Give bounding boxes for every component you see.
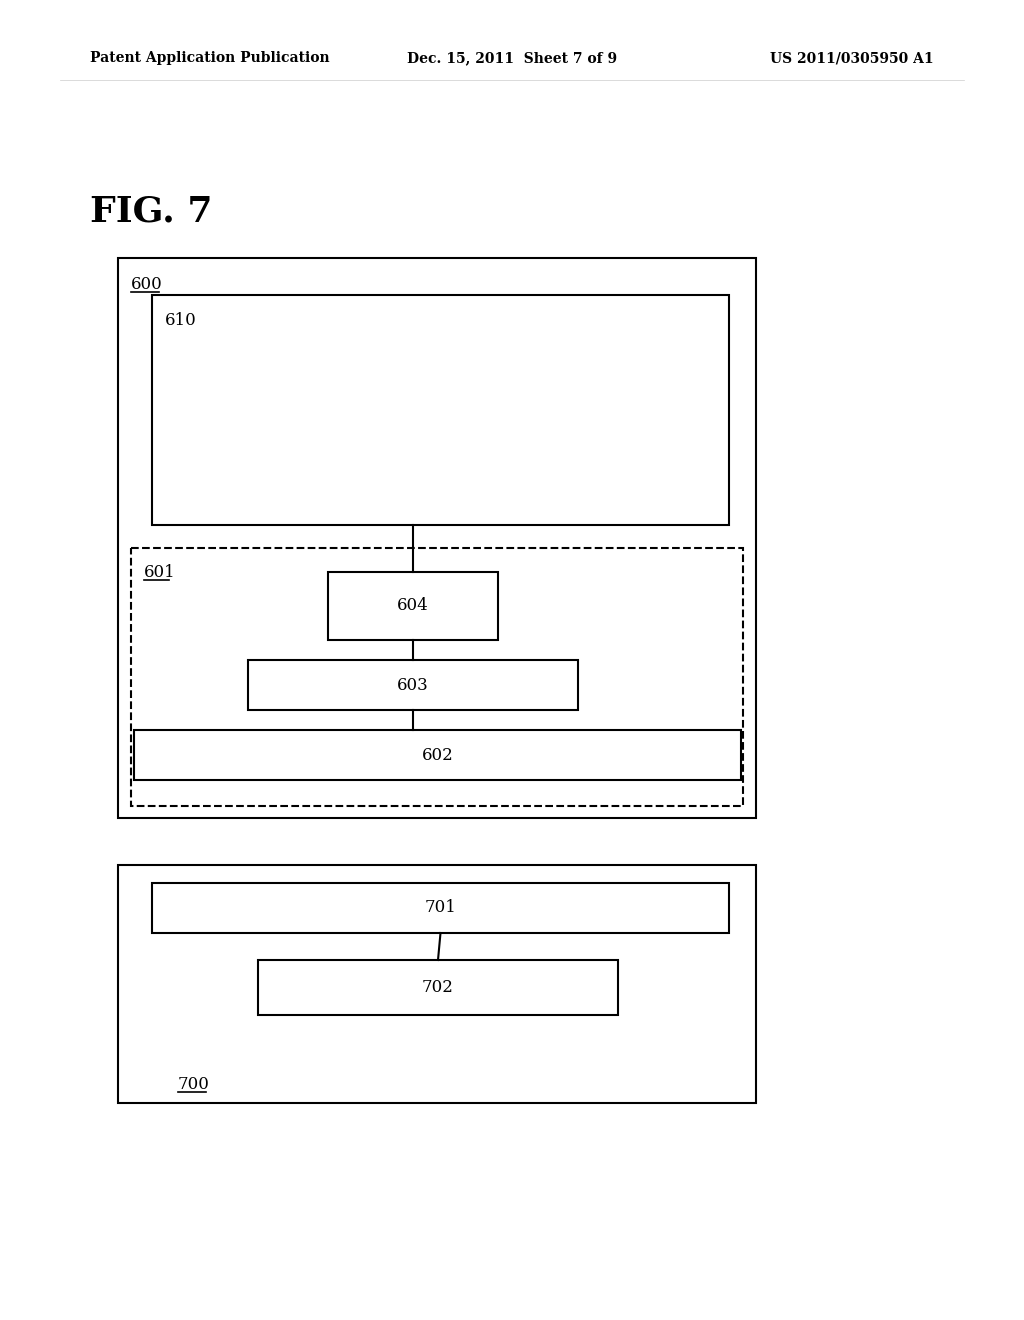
Text: 701: 701: [425, 899, 457, 916]
Text: 700: 700: [178, 1076, 210, 1093]
Bar: [152, 883, 729, 933]
Bar: [131, 548, 743, 807]
Bar: [152, 294, 729, 525]
Bar: [118, 865, 756, 1104]
Text: 600: 600: [131, 276, 163, 293]
Text: 603: 603: [397, 676, 429, 693]
Bar: [248, 660, 578, 710]
Text: FIG. 7: FIG. 7: [90, 195, 213, 228]
Text: 601: 601: [144, 564, 176, 581]
Text: 702: 702: [422, 979, 454, 997]
Bar: [258, 960, 618, 1015]
Bar: [134, 730, 741, 780]
Text: 604: 604: [397, 598, 429, 615]
Text: 602: 602: [422, 747, 454, 763]
Bar: [328, 572, 498, 640]
Bar: [118, 257, 756, 818]
Text: Patent Application Publication: Patent Application Publication: [90, 51, 330, 65]
Text: 610: 610: [165, 312, 197, 329]
Text: US 2011/0305950 A1: US 2011/0305950 A1: [770, 51, 934, 65]
Text: Dec. 15, 2011  Sheet 7 of 9: Dec. 15, 2011 Sheet 7 of 9: [407, 51, 617, 65]
